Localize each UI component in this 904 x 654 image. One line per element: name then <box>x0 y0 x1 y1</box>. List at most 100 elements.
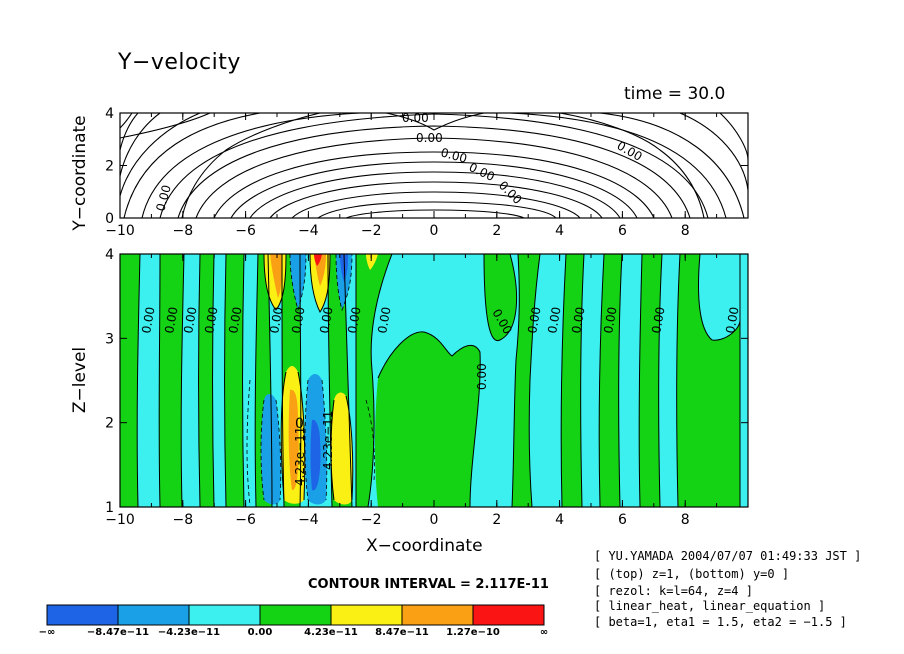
top-x-tick-label: −8 <box>172 223 193 239</box>
top-y-tick-label: 4 <box>105 106 114 122</box>
bottom-contour-label: 0.00 <box>475 363 489 390</box>
top-x-tick-label: 0 <box>430 223 439 239</box>
bottom-x-tick-label: −6 <box>235 512 256 528</box>
top-x-tick-label: 8 <box>681 223 690 239</box>
chart-title: Y−velocity <box>118 50 241 75</box>
bottom-y-axis-label: Z−level <box>60 255 100 505</box>
bottom-x-tick-label: −4 <box>298 512 319 528</box>
fill-region <box>356 254 392 507</box>
fill-region <box>331 392 353 505</box>
bottom-x-tick-label: −8 <box>172 512 193 528</box>
bottom-y-tick-label: 2 <box>105 416 114 432</box>
top-x-tick-label: −6 <box>235 223 256 239</box>
colorbar-label: 1.27e−10 <box>446 627 500 638</box>
bottom-negative-contours <box>246 254 375 506</box>
fill-region <box>639 254 662 507</box>
fill-region <box>198 254 214 507</box>
top-x-tick-label: 6 <box>618 223 627 239</box>
fill-region <box>270 254 282 298</box>
fill-region <box>484 254 517 341</box>
bottom-y-tick-label: 1 <box>105 500 114 516</box>
bottom-contour-label: 4.23e−11 <box>321 411 335 470</box>
top-x-tick-label: 2 <box>492 223 501 239</box>
info-line: [ beta=1, eta1 = 1.5, eta2 = −1.5 ] <box>594 615 847 629</box>
top-tick-labels: −10 −8 −6 −4 −2 0 2 4 6 8 0 2 4 <box>105 106 690 239</box>
top-contour-label: 0.00 <box>153 183 173 212</box>
bottom-y-axis-label-text: Z−level <box>70 346 90 414</box>
bottom-contour-label: 0.00 <box>181 306 199 335</box>
contour-interval: CONTOUR INTERVAL = 2.117E-11 <box>308 577 549 592</box>
bottom-y-tick-label: 3 <box>105 331 114 347</box>
bottom-contour-label: 0.00 <box>226 306 244 335</box>
bottom-contour-label: 0.00 <box>202 306 220 335</box>
bottom-contour-label: 0.00 <box>545 306 563 335</box>
colorbar-swatch <box>46 604 119 626</box>
colorbar-swatch <box>330 604 403 626</box>
bottom-contour-label: 0.00 <box>162 306 180 335</box>
top-contour-label: 0.00 <box>402 111 429 125</box>
bottom-x-tick-label: −10 <box>105 512 135 528</box>
bottom-x-tick-label: 6 <box>618 512 627 528</box>
bottom-x-tick-label: 2 <box>492 512 501 528</box>
bottom-contour-label: 4.23e−11 <box>293 427 307 486</box>
fill-region <box>120 254 140 507</box>
fill-region <box>375 331 481 507</box>
colorbar-label: −8.47e−11 <box>86 627 150 638</box>
bottom-panel: 0.00 0.00 0.00 0.00 0.00 0.00 0.00 0.00 … <box>105 247 749 528</box>
fill-region <box>159 254 184 507</box>
top-y-tick-label: 0 <box>105 211 114 227</box>
colorbar <box>46 604 545 626</box>
bottom-contour-label: 0.00 <box>139 306 157 335</box>
bottom-x-tick-label: 4 <box>555 512 564 528</box>
top-y-tick-label: 2 <box>105 159 114 175</box>
bottom-x-tick-label: −2 <box>361 512 382 528</box>
fill-region <box>599 254 622 507</box>
fill-region <box>310 419 321 491</box>
bottom-y-tick-label: 4 <box>105 247 114 263</box>
colorbar-label: 8.47e−11 <box>375 627 429 638</box>
top-contour-label: 0.00 <box>439 145 468 165</box>
colorbar-swatch <box>472 604 545 626</box>
colorbar-label: −4.23e−11 <box>157 627 221 638</box>
x-axis-label: X−coordinate <box>366 536 483 556</box>
info-line: [ YU.YAMADA 2004/07/07 01:49:33 JST ] <box>594 549 862 563</box>
fill-region <box>676 254 740 507</box>
top-x-tick-label: −2 <box>361 223 382 239</box>
bottom-contour-label: 0.00 <box>723 306 741 335</box>
top-y-axis-label: Y−coordinate <box>60 110 100 235</box>
fill-region <box>314 254 322 266</box>
colorbar-swatch <box>117 604 190 626</box>
colorbar-label: ∞ <box>539 627 549 638</box>
fill-region <box>224 254 244 507</box>
bottom-contour-label: 0 <box>295 416 304 432</box>
bottom-x-tick-label: 8 <box>681 512 690 528</box>
bottom-contour-label: 0.00 <box>267 306 285 335</box>
info-line: [ rezol: k=l=64, z=4 ] <box>594 584 753 598</box>
bottom-contour-label: 0.00 <box>345 306 363 335</box>
time-label: time = 30.0 <box>624 84 726 104</box>
bottom-contour-label: 0.00 <box>601 306 619 335</box>
bottom-contour-label: 0.00 <box>289 306 307 335</box>
colorbar-swatch <box>401 604 474 626</box>
top-y-axis-label-text: Y−coordinate <box>70 114 90 231</box>
fill-region <box>261 394 281 505</box>
top-x-tick-label: −4 <box>298 223 319 239</box>
top-ticks <box>119 112 749 219</box>
top-x-tick-label: 4 <box>555 223 564 239</box>
fill-region <box>561 254 584 507</box>
info-line: [ (top) z=1, (bottom) y=0 ] <box>594 567 790 581</box>
fill-region <box>290 254 306 310</box>
bottom-ticks <box>119 253 749 508</box>
bottom-x-tick-label: 0 <box>430 512 439 528</box>
bottom-contour-label: 0.00 <box>375 306 393 335</box>
bottom-contour-label: 0.00 <box>649 306 667 335</box>
top-panel: 0.00 0.00 0.00 0.00 0.00 0.00 0.00 −10 −8… <box>105 106 749 239</box>
bottom-filled-contours <box>120 254 748 507</box>
info-line: [ linear_heat, linear_equation ] <box>594 599 826 613</box>
bottom-contour-lines <box>136 254 741 507</box>
bottom-contour-labels: 0.00 0.00 0.00 0.00 0.00 0.00 0.00 0.00 … <box>139 306 741 486</box>
colorbar-label: −∞ <box>38 627 56 638</box>
colorbar-label: 4.23e−11 <box>304 627 358 638</box>
top-x-tick-label: −10 <box>105 223 135 239</box>
